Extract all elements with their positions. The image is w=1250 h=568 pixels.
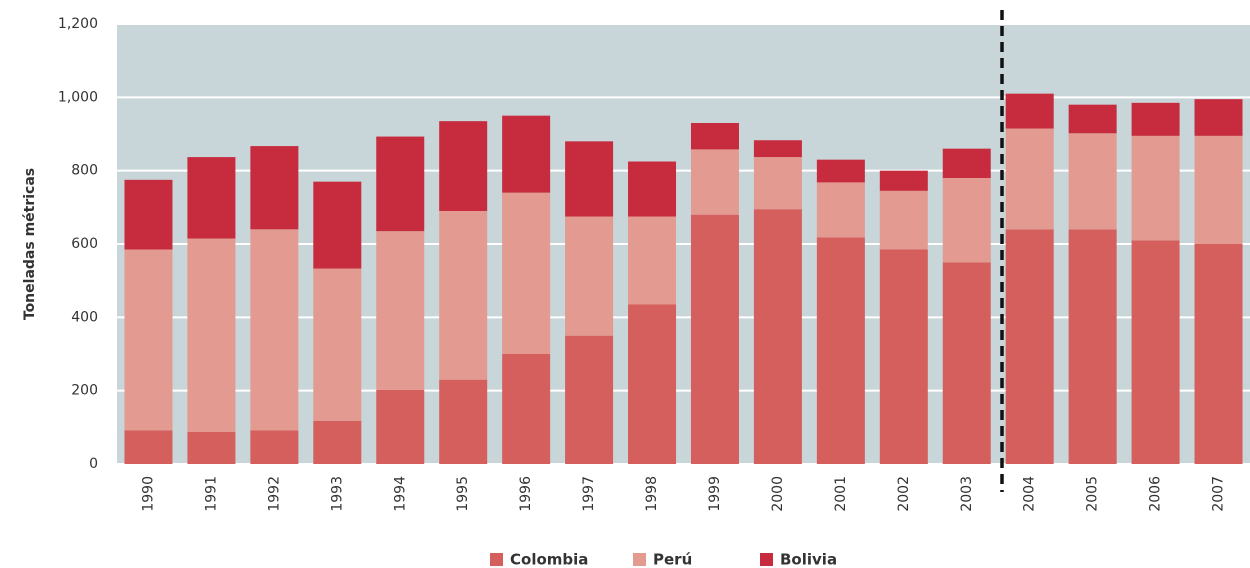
x-tick-label: 1999	[707, 476, 723, 512]
bar-segment	[376, 136, 425, 232]
bars	[124, 93, 1243, 464]
bar-segment	[439, 211, 488, 380]
x-tick-label: 2007	[1211, 476, 1227, 512]
bar-segment	[1131, 135, 1180, 241]
bar-segment	[502, 354, 551, 464]
bar-segment	[690, 214, 739, 464]
x-tick-label: 1996	[518, 476, 534, 512]
bar-segment	[753, 140, 802, 158]
legend-swatch	[490, 553, 503, 566]
bar-segment	[879, 190, 928, 250]
bar-segment	[250, 146, 299, 230]
bar-segment	[816, 159, 865, 183]
bar-segment	[565, 216, 614, 336]
bar-segment	[628, 216, 677, 305]
x-tick-label: 2002	[896, 476, 912, 512]
bar-segment	[879, 249, 928, 464]
legend-swatch	[633, 553, 646, 566]
y-axis-label: Toneladas métricas	[22, 168, 38, 320]
bar-segment	[502, 192, 551, 354]
x-tick-label: 2000	[770, 476, 786, 512]
bar-segment	[690, 123, 739, 150]
x-tick-label: 1998	[644, 476, 660, 512]
bar-segment	[124, 249, 173, 431]
y-tick-label: 800	[71, 163, 98, 179]
bar-segment	[1005, 93, 1054, 129]
bar-segment	[187, 431, 236, 464]
bar-segment	[187, 157, 236, 239]
x-tick-label: 1992	[266, 476, 282, 512]
bar-segment	[1005, 229, 1054, 464]
x-tick-label: 1990	[140, 476, 156, 512]
bar-segment	[816, 182, 865, 238]
bar-segment	[313, 420, 362, 464]
grid	[117, 23, 1250, 465]
y-tick-label: 600	[71, 236, 98, 252]
bar-segment	[376, 231, 425, 390]
x-tick-label: 1994	[392, 476, 408, 512]
x-tick-label: 2001	[833, 476, 849, 512]
x-tick-label: 2003	[959, 476, 975, 512]
bar-segment	[250, 430, 299, 464]
bar-segment	[942, 148, 991, 178]
x-tick-label: 2004	[1022, 476, 1038, 512]
bar-segment	[1131, 240, 1180, 464]
bar-segment	[628, 304, 677, 464]
bar-segment	[187, 238, 236, 432]
y-tick-label: 200	[71, 383, 98, 399]
x-tick-label: 1997	[581, 476, 597, 512]
bar-segment	[313, 268, 362, 421]
bar-segment	[1068, 133, 1117, 230]
bar-segment	[628, 161, 677, 217]
bar-segment	[124, 179, 173, 250]
bar-segment	[753, 209, 802, 464]
bar-segment	[1194, 135, 1243, 244]
bar-segment	[250, 229, 299, 431]
bar-segment	[753, 157, 802, 210]
legend-label: Colombia	[510, 551, 588, 568]
y-tick-label: 400	[71, 309, 98, 325]
y-tick-label: 1,000	[58, 89, 98, 105]
bar-segment	[1194, 99, 1243, 136]
bar-segment	[690, 149, 739, 215]
bar-segment	[1068, 104, 1117, 134]
bar-segment	[313, 181, 362, 269]
bar-segment	[439, 121, 488, 211]
x-tick-label: 2006	[1148, 476, 1164, 512]
legend-label: Bolivia	[780, 551, 837, 568]
x-tick-label: 1991	[203, 476, 219, 512]
y-tick-label: 0	[89, 456, 98, 472]
bar-segment	[1005, 128, 1054, 230]
bar-segment	[1131, 102, 1180, 136]
bar-segment	[1068, 229, 1117, 464]
bar-segment	[816, 237, 865, 464]
bar-segment	[942, 178, 991, 263]
bar-segment	[942, 262, 991, 464]
bar-segment	[1194, 244, 1243, 464]
bar-segment	[879, 170, 928, 191]
x-tick-label: 1993	[329, 476, 345, 512]
bar-segment	[439, 379, 488, 464]
bar-segment	[502, 115, 551, 193]
bar-segment	[124, 430, 173, 464]
bar-segment	[565, 335, 614, 464]
legend-swatch	[760, 553, 773, 566]
bar-segment	[376, 389, 425, 464]
legend-label: Perú	[653, 551, 692, 568]
x-tick-label: 1995	[455, 476, 471, 512]
x-tick-label: 2005	[1085, 476, 1101, 512]
y-tick-label: 1,200	[58, 16, 98, 32]
bar-segment	[565, 141, 614, 217]
